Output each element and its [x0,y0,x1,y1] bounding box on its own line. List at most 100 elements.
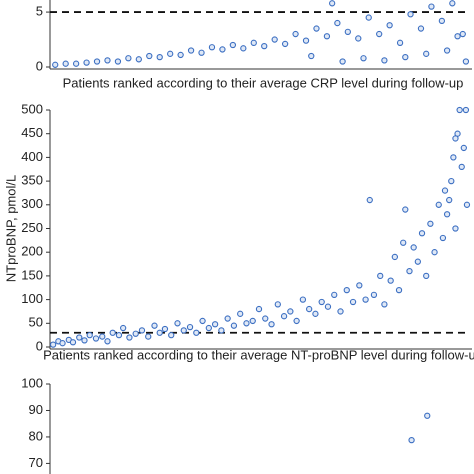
point [463,201,471,208]
point [431,249,438,256]
point [161,325,169,333]
point [366,196,373,204]
point [410,244,417,251]
point [308,52,315,60]
point [402,206,409,213]
point [92,335,100,342]
point [168,331,175,339]
point [243,320,250,327]
point [339,58,346,65]
point [450,154,457,161]
point [52,61,59,68]
point [376,30,383,38]
point [299,296,307,303]
point [59,340,66,347]
point [99,333,106,340]
point [219,46,226,53]
point [402,53,409,61]
y-tick-label: 400 [21,149,43,164]
point [452,135,459,142]
point [62,60,69,67]
point [86,331,93,339]
point [344,28,351,36]
point [156,329,163,336]
y-tick-label: 5 [36,4,43,19]
point [337,308,344,315]
point [414,258,421,265]
point [125,55,132,62]
point [381,57,388,64]
point [180,327,187,334]
point [438,17,446,25]
y-tick-label: 70 [29,455,43,470]
y-tick-label: 100 [21,291,43,306]
point [355,35,362,42]
point [328,0,336,7]
point [460,144,467,152]
point [462,106,470,114]
y-tick-label: 0 [36,338,43,353]
point [459,30,466,38]
point [356,282,363,289]
y-tick-label: 90 [29,402,43,417]
point [395,286,403,294]
point [132,330,139,337]
y-tick-label: 500 [21,101,43,116]
point [76,334,83,341]
point [360,55,367,62]
point [448,177,455,185]
point [281,40,289,48]
point [83,59,90,66]
point [145,333,152,340]
point [49,341,57,348]
point [462,58,470,65]
point [293,317,300,325]
point [271,36,278,43]
point [186,323,194,331]
point [167,50,174,57]
point [146,52,153,60]
point [370,291,378,299]
point [302,37,310,44]
point [427,220,434,227]
point [313,25,320,32]
point [456,106,463,114]
point [69,339,77,346]
point [187,47,195,54]
point [208,44,216,51]
point [365,14,372,21]
point [104,338,111,345]
point [323,33,331,40]
point [218,327,225,334]
point [331,291,338,299]
point [199,317,206,325]
point [334,19,341,27]
y-tick-label: 150 [21,267,43,282]
point [318,298,325,306]
point [126,334,133,341]
point [452,225,459,232]
point [417,25,425,32]
point [104,57,111,64]
point [198,49,205,56]
y-tick-label: 200 [21,244,43,259]
point [138,327,146,334]
point [274,301,281,308]
y-tick-label: 300 [21,196,43,211]
point [343,286,350,294]
point [115,331,123,339]
point [381,301,388,308]
point [72,60,80,67]
point [428,3,435,10]
point [386,22,393,29]
point [312,310,319,317]
point [362,296,369,303]
point [114,58,122,65]
point [443,211,451,218]
point [458,163,465,171]
point [439,234,447,242]
point [237,310,244,317]
point [81,337,88,344]
point [400,239,407,246]
point [205,324,212,332]
